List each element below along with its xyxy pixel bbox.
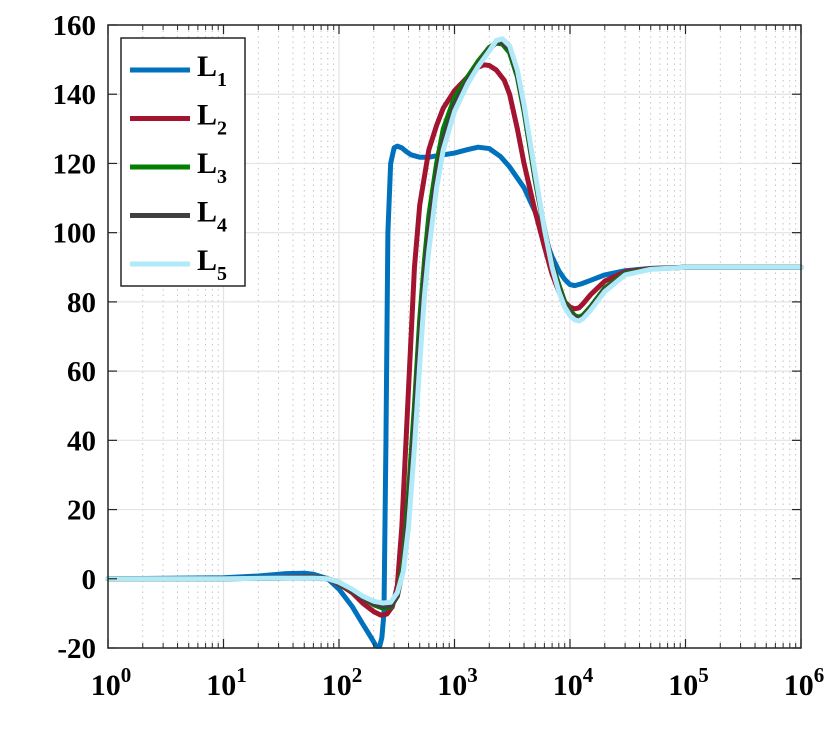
legend-label-base: L xyxy=(197,99,217,132)
x-tick-label-base: 10 xyxy=(668,669,698,702)
x-tick-label-exponent: 0 xyxy=(121,663,132,687)
legend-label-3: L3 xyxy=(197,147,227,188)
y-tick-label: 40 xyxy=(67,425,96,457)
series-line-1 xyxy=(105,143,804,649)
legend-label-2: L2 xyxy=(197,99,227,140)
y-tick-label: 60 xyxy=(67,356,96,388)
x-tick-label-exponent: 3 xyxy=(467,663,478,687)
y-tick-label: 80 xyxy=(67,287,96,319)
legend-label-base: L xyxy=(197,50,217,83)
x-tick-label-exponent: 1 xyxy=(236,663,247,687)
x-tick-label-base: 10 xyxy=(784,669,814,702)
y-tick-labels: -20 0 20 40 60 80 100 120 140 160 xyxy=(53,10,97,665)
x-tick-label: 105 xyxy=(668,663,709,702)
x-tick-label: 102 xyxy=(322,663,363,702)
legend-label-subscript: 5 xyxy=(217,263,227,285)
x-tick-labels: 100 101 102 103 104 105 106 xyxy=(91,663,825,702)
legend-label-1: L1 xyxy=(197,50,227,91)
legend-label-base: L xyxy=(197,244,217,277)
x-tick-label: 100 xyxy=(91,663,132,702)
y-tick-label: 20 xyxy=(67,495,96,527)
legend-label-subscript: 1 xyxy=(217,69,227,91)
x-tick-label-exponent: 2 xyxy=(352,663,363,687)
x-tick-label-base: 10 xyxy=(91,669,121,702)
y-tick-label: 100 xyxy=(53,218,97,250)
y-tick-label: 160 xyxy=(53,10,97,42)
y-tick-label: -20 xyxy=(57,633,96,665)
x-tick-label: 104 xyxy=(553,663,594,702)
x-tick-label-exponent: 5 xyxy=(698,663,709,687)
y-tick-label: 0 xyxy=(82,564,97,596)
x-tick-label: 103 xyxy=(437,663,478,702)
ticks-layer xyxy=(107,24,802,649)
legend-label-base: L xyxy=(197,147,217,180)
x-tick-label-exponent: 6 xyxy=(814,663,825,687)
x-tick-label-exponent: 4 xyxy=(583,663,594,687)
x-tick-label-base: 10 xyxy=(322,669,352,702)
legend-box xyxy=(120,37,246,287)
legend-label-base: L xyxy=(197,196,217,229)
legend-label-subscript: 4 xyxy=(217,215,227,237)
legend-label-5: L5 xyxy=(197,244,227,285)
legend-label-subscript: 3 xyxy=(217,166,227,188)
series-layer xyxy=(105,36,804,649)
x-tick-label-base: 10 xyxy=(437,669,467,702)
y-tick-label: 120 xyxy=(53,148,97,180)
x-tick-label: 106 xyxy=(784,663,825,702)
legend-label-subscript: 2 xyxy=(217,118,227,140)
x-tick-label-base: 10 xyxy=(206,669,236,702)
legend-label-4: L4 xyxy=(197,196,227,237)
x-tick-label-base: 10 xyxy=(553,669,583,702)
x-tick-label: 101 xyxy=(206,663,247,702)
y-tick-label: 140 xyxy=(53,79,97,111)
series-line-5 xyxy=(105,36,804,606)
